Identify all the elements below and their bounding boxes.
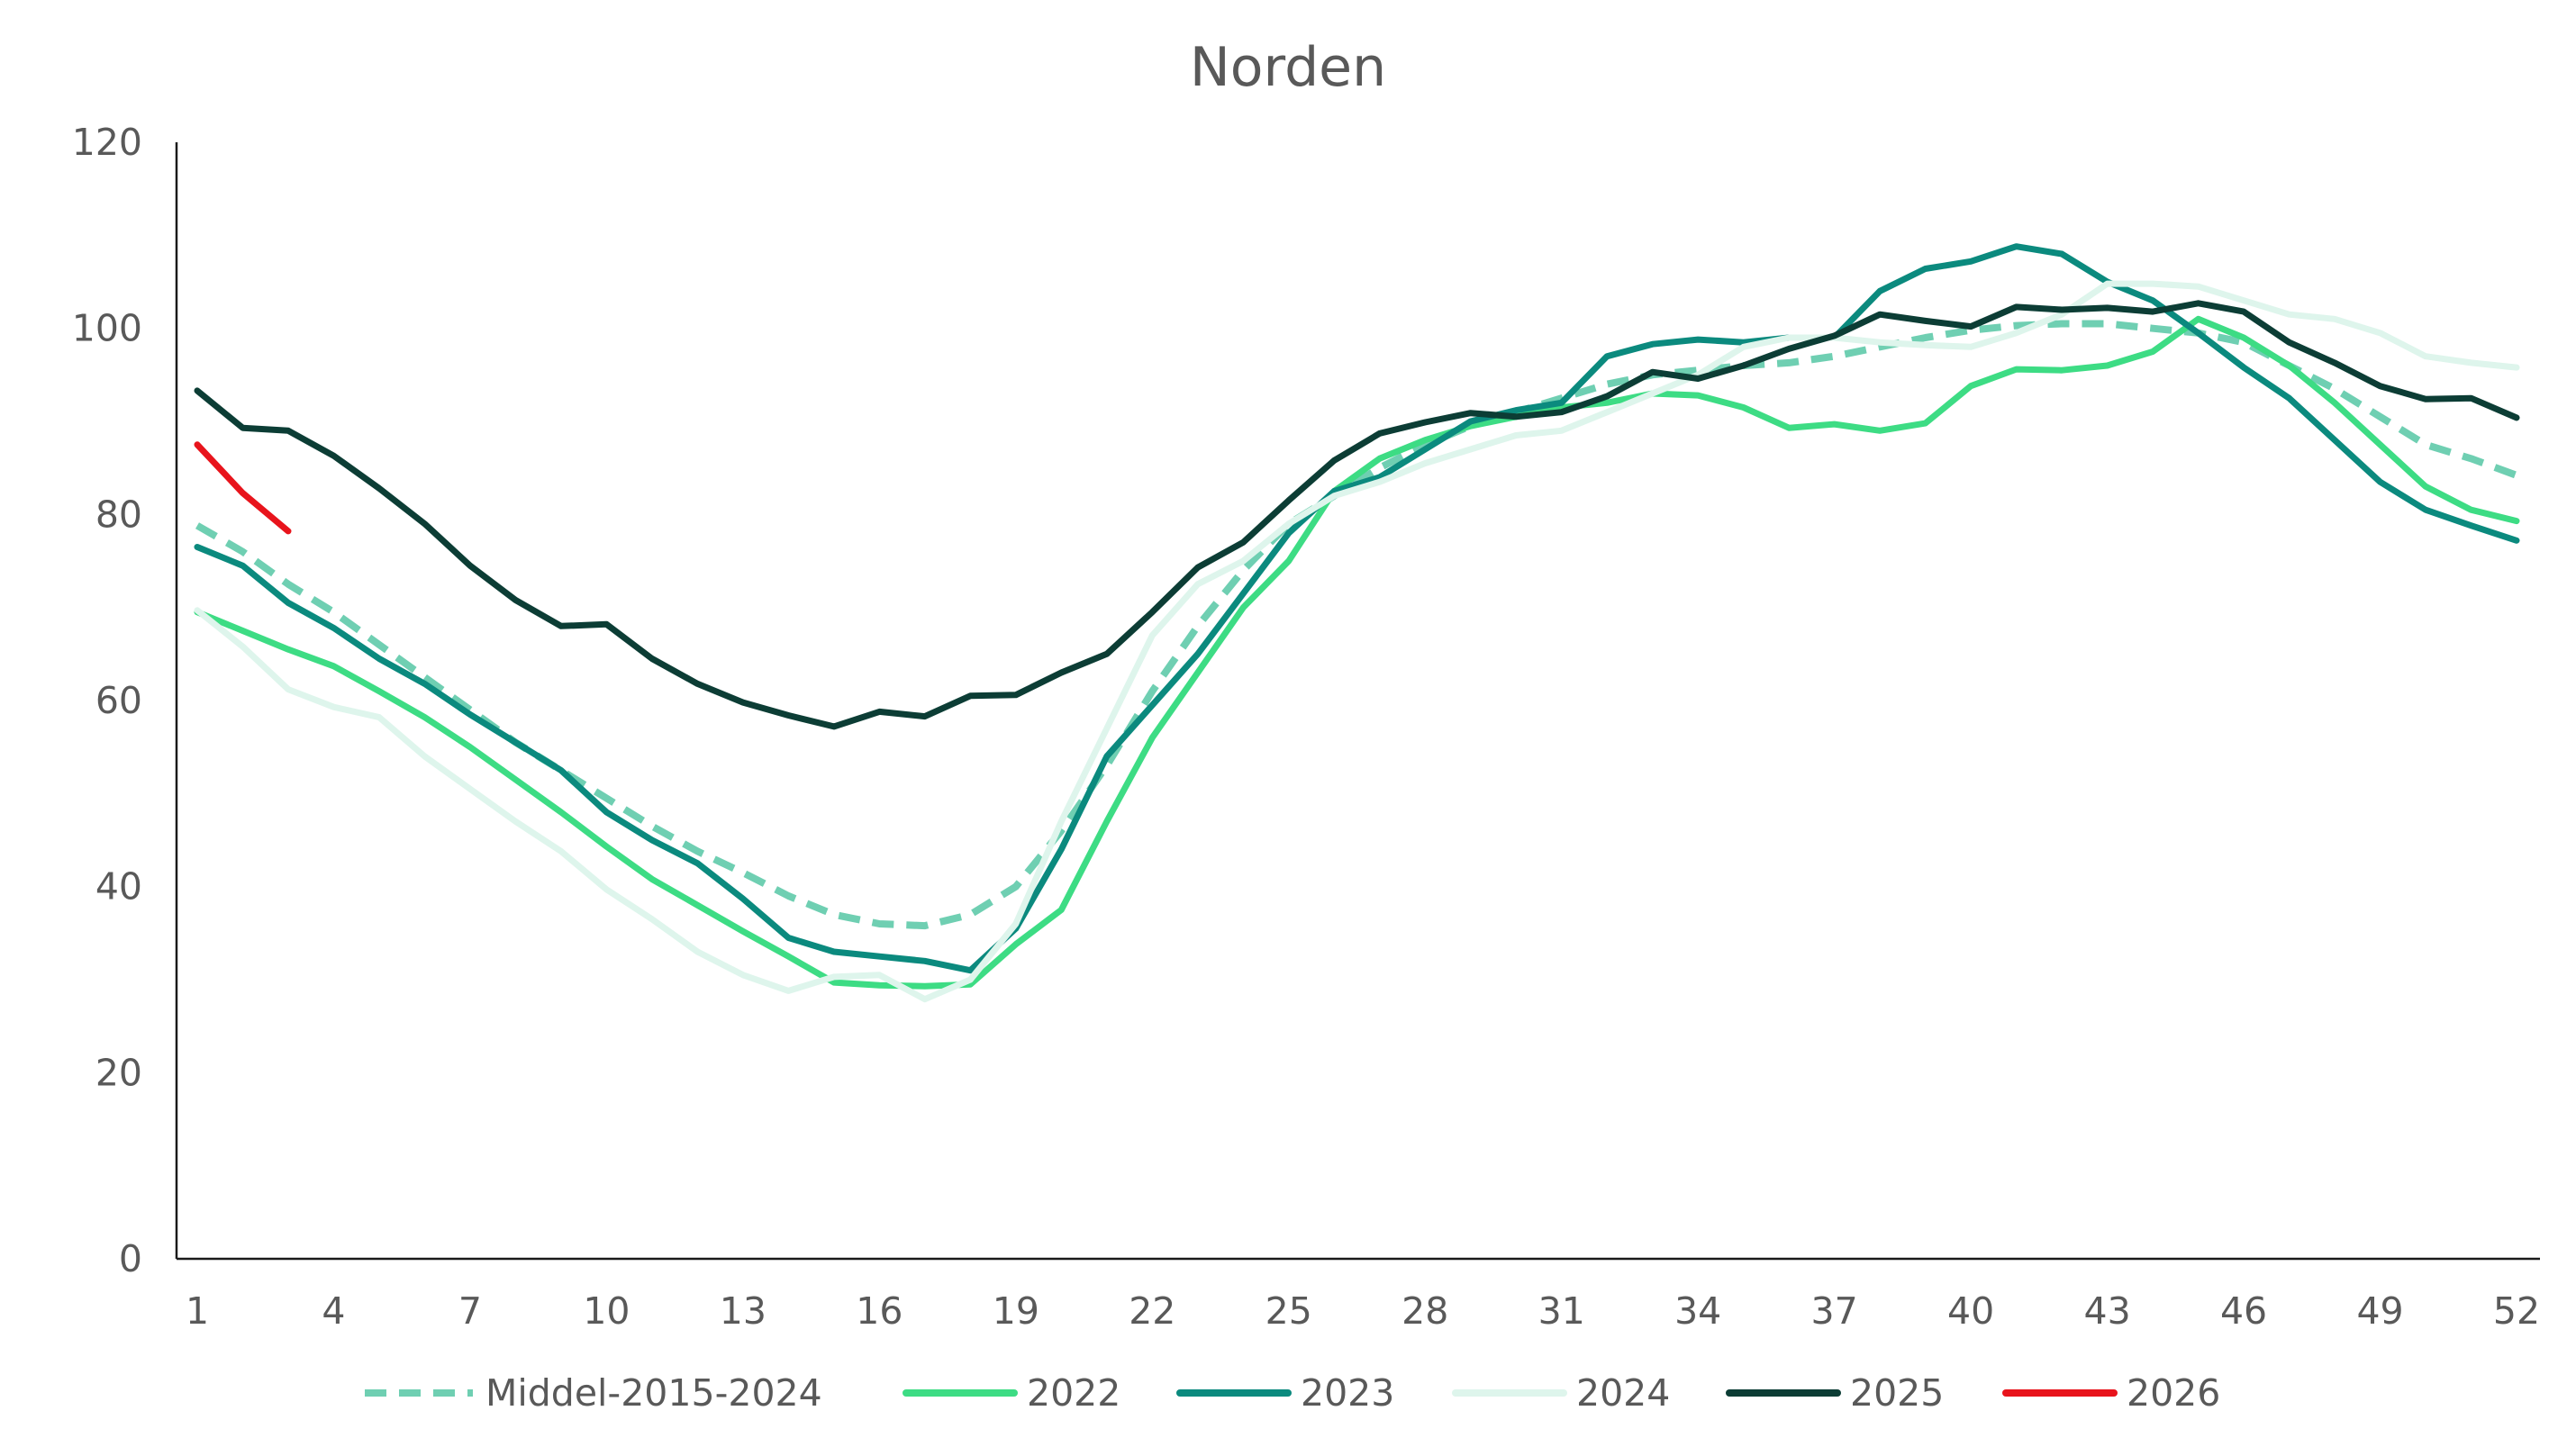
x-tick-label: 4	[322, 1289, 345, 1333]
x-tick-label: 37	[1811, 1289, 1858, 1333]
y-tick-label: 0	[119, 1237, 142, 1280]
axes	[175, 142, 2540, 1261]
legend-label: 2025	[1850, 1371, 1944, 1415]
x-tick-label: 31	[1538, 1289, 1585, 1333]
series-line-2023	[194, 243, 2520, 974]
legend: Middel-2015-2024 2022 2023 2024 2025 2026	[365, 1371, 2220, 1415]
y-tick-label: 40	[95, 865, 142, 909]
y-axis-ticks: 0 20 40 60 80 100 120	[72, 121, 142, 1280]
chart-title: Norden	[1190, 36, 1386, 99]
series-line-2025	[194, 300, 2520, 730]
x-tick-label: 25	[1265, 1289, 1312, 1333]
x-axis-ticks: 1 4 7 10 13 16 19 22 25 28 31 34 37 40 43 46 49 52	[186, 1289, 2540, 1333]
x-tick-label: 13	[720, 1289, 766, 1333]
y-tick-label: 120	[72, 121, 142, 164]
x-tick-label: 22	[1129, 1289, 1175, 1333]
y-tick-label: 80	[95, 493, 142, 536]
series-line-2022	[194, 315, 2520, 990]
x-tick-label: 10	[583, 1289, 630, 1333]
x-tick-label: 34	[1674, 1289, 1721, 1333]
series-line-2024	[194, 280, 2520, 1003]
x-tick-label: 40	[1947, 1289, 1994, 1333]
x-tick-label: 19	[993, 1289, 1039, 1333]
x-tick-label: 46	[2220, 1289, 2267, 1333]
series-lines	[194, 243, 2520, 1003]
legend-label: 2022	[1027, 1371, 1120, 1415]
x-tick-label: 43	[2084, 1289, 2131, 1333]
legend-label: 2023	[1301, 1371, 1394, 1415]
series-line-2026	[194, 441, 292, 535]
x-tick-label: 16	[856, 1289, 903, 1333]
x-tick-label: 28	[1401, 1289, 1448, 1333]
series-line-middel-2015-2024	[195, 320, 2518, 930]
y-tick-label: 20	[95, 1051, 142, 1094]
y-tick-label: 60	[95, 679, 142, 722]
x-tick-label: 1	[186, 1289, 209, 1333]
x-tick-label: 7	[458, 1289, 482, 1333]
y-tick-label: 100	[72, 307, 142, 350]
x-tick-label: 49	[2356, 1289, 2403, 1333]
legend-label: Middel-2015-2024	[485, 1371, 822, 1415]
x-tick-label: 52	[2493, 1289, 2540, 1333]
legend-label: 2026	[2127, 1371, 2220, 1415]
legend-label: 2024	[1576, 1371, 1670, 1415]
